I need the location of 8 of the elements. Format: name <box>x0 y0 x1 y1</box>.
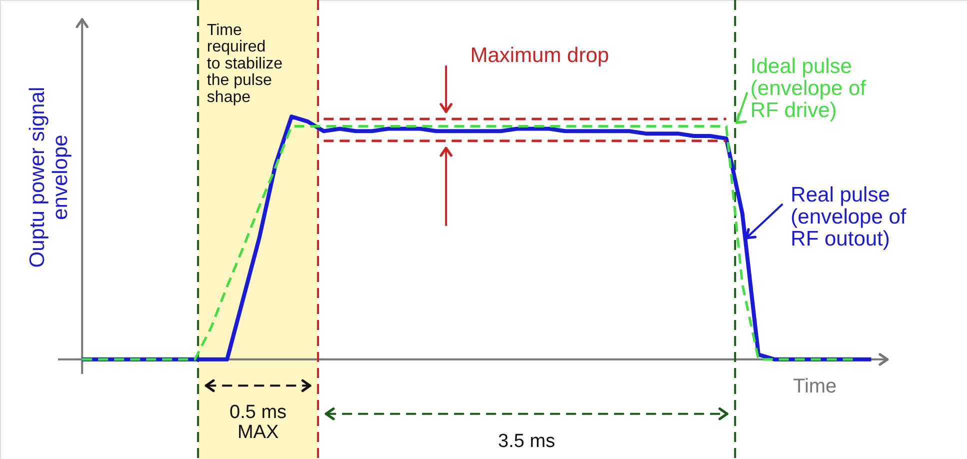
text: Time required to stabilize the pulse shape <box>206 22 283 106</box>
x-axis-title: Time <box>792 375 837 398</box>
y-axis-title: Ouptu power signal envelope <box>26 86 72 268</box>
text: 3.5 ms <box>498 430 556 452</box>
legend-label: Real pulse (envelope of RF outout) <box>790 184 906 251</box>
text: 0.5 ms MAX <box>230 402 287 444</box>
text: Maximum drop <box>470 44 610 67</box>
series-label: Ideal pulse (envelope of RF drive) <box>750 54 866 122</box>
